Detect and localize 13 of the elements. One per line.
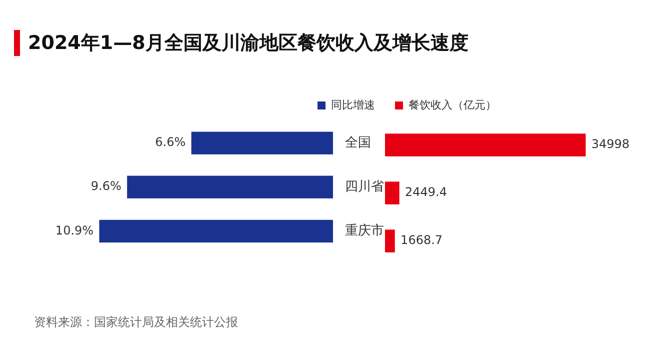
data-label: 2449.4	[405, 185, 448, 200]
data-label: 34998	[591, 137, 630, 152]
data-label: 9.6%	[90, 179, 122, 194]
chart-title: 2024年1—8月全国及川渝地区餐饮收入及增长速度	[28, 31, 468, 56]
data-label: 6.6%	[155, 135, 186, 150]
data-label: 10.9%	[55, 223, 94, 238]
legend-label: 同比增速	[331, 98, 375, 112]
data-label: 1668.7	[400, 233, 443, 248]
y-tick-label: 全国	[345, 135, 371, 150]
y-tick-label: 重庆市	[345, 224, 384, 239]
text: 资料来源：国家统计局及相关统计公报	[34, 314, 238, 331]
y-tick-label: 四川省	[345, 179, 384, 194]
legend-label: 餐饮收入（亿元）	[408, 98, 496, 112]
